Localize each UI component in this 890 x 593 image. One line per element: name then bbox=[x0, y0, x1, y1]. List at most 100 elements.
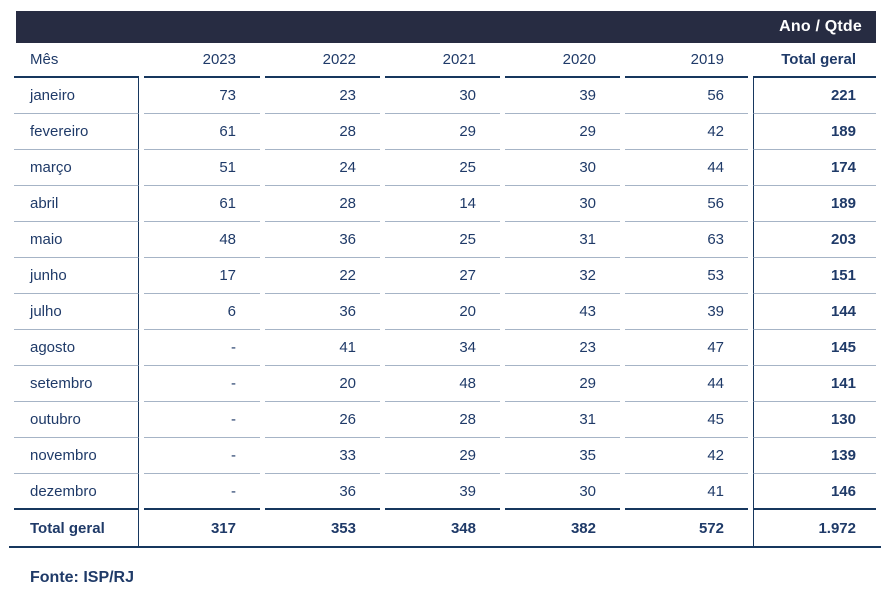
row-total-cell: 144 bbox=[753, 294, 876, 330]
data-table: Mês 2023 2022 2021 2020 2019 Total geral… bbox=[9, 43, 881, 548]
value-cell: 73 bbox=[144, 78, 260, 114]
row-total-cell: 189 bbox=[753, 186, 876, 222]
value-cell: 39 bbox=[625, 294, 748, 330]
value-cell: 45 bbox=[625, 402, 748, 438]
table-title-bar: Ano / Qtde bbox=[16, 11, 876, 43]
value-cell: 28 bbox=[385, 402, 500, 438]
value-cell: 30 bbox=[385, 78, 500, 114]
value-cell: - bbox=[144, 402, 260, 438]
value-cell: 28 bbox=[265, 186, 380, 222]
corner-label: Ano / Qtde bbox=[779, 18, 862, 35]
grand-total-row: Total geral 317 353 348 382 572 1.972 bbox=[14, 510, 876, 546]
value-cell: 31 bbox=[505, 402, 620, 438]
row-total-cell: 130 bbox=[753, 402, 876, 438]
value-cell: 25 bbox=[385, 150, 500, 186]
table-row: agosto -41 34 23 47 145 bbox=[14, 330, 876, 366]
table-row: novembro -33 29 35 42 139 bbox=[14, 438, 876, 474]
value-cell: - bbox=[144, 474, 260, 510]
month-cell: outubro bbox=[14, 402, 139, 438]
column-header-mes: Mês bbox=[14, 43, 139, 78]
value-cell: 53 bbox=[625, 258, 748, 294]
value-cell: 34 bbox=[385, 330, 500, 366]
value-cell: 63 bbox=[625, 222, 748, 258]
grand-total-2021: 348 bbox=[450, 519, 476, 537]
table-row: outubro -26 28 31 45 130 bbox=[14, 402, 876, 438]
row-total-cell: 203 bbox=[753, 222, 876, 258]
value-cell: 44 bbox=[625, 150, 748, 186]
value-cell: 51 bbox=[144, 150, 260, 186]
value-cell: 48 bbox=[385, 366, 500, 402]
row-total-cell: 221 bbox=[753, 78, 876, 114]
month-cell: maio bbox=[14, 222, 139, 258]
column-header-2023: 2023 bbox=[144, 43, 260, 78]
table-body: janeiro 73 23 30 39 56 221 fevereiro 61 28 29 29 42 1… bbox=[14, 78, 876, 510]
row-total-cell: 139 bbox=[753, 438, 876, 474]
grand-total-label: Total geral bbox=[14, 510, 139, 546]
row-total-cell: 145 bbox=[753, 330, 876, 366]
column-header-2020: 2020 bbox=[505, 43, 620, 78]
value-cell: 24 bbox=[265, 150, 380, 186]
grand-total-2023: 317 bbox=[210, 519, 236, 537]
value-cell: 36 bbox=[265, 294, 380, 330]
value-cell: 30 bbox=[505, 150, 620, 186]
value-cell: 56 bbox=[625, 78, 748, 114]
value-cell: 41 bbox=[625, 474, 748, 510]
value-cell: 44 bbox=[625, 366, 748, 402]
value-cell: - bbox=[144, 438, 260, 474]
value-cell: 28 bbox=[265, 114, 380, 150]
month-cell: junho bbox=[14, 258, 139, 294]
value-cell: 29 bbox=[505, 366, 620, 402]
column-header-2021: 2021 bbox=[385, 43, 500, 78]
header-row: Mês 2023 2022 2021 2020 2019 Total geral bbox=[14, 43, 876, 78]
month-cell: novembro bbox=[14, 438, 139, 474]
value-cell: 35 bbox=[505, 438, 620, 474]
value-cell: 39 bbox=[385, 474, 500, 510]
column-header-2022: 2022 bbox=[265, 43, 380, 78]
table-row: julho 6 36 20 43 39 144 bbox=[14, 294, 876, 330]
value-cell: 22 bbox=[265, 258, 380, 294]
value-cell: 23 bbox=[265, 78, 380, 114]
month-cell: agosto bbox=[14, 330, 139, 366]
value-cell: 29 bbox=[385, 438, 500, 474]
table-row: junho 17 22 27 32 53 151 bbox=[14, 258, 876, 294]
value-cell: 48 bbox=[144, 222, 260, 258]
value-cell: 23 bbox=[505, 330, 620, 366]
value-cell: - bbox=[144, 330, 260, 366]
column-header-2019: 2019 bbox=[625, 43, 748, 78]
month-cell: janeiro bbox=[14, 78, 139, 114]
row-total-cell: 141 bbox=[753, 366, 876, 402]
month-cell: dezembro bbox=[14, 474, 139, 510]
month-cell: setembro bbox=[14, 366, 139, 402]
value-cell: 42 bbox=[625, 114, 748, 150]
column-header-total: Total geral bbox=[753, 43, 876, 78]
value-cell: 47 bbox=[625, 330, 748, 366]
table-row: abril 61 28 14 30 56 189 bbox=[14, 186, 876, 222]
row-total-cell: 174 bbox=[753, 150, 876, 186]
table-row: março 51 24 25 30 44 174 bbox=[14, 150, 876, 186]
value-cell: 30 bbox=[505, 474, 620, 510]
value-cell: 61 bbox=[144, 186, 260, 222]
grand-total-cell: 1.972 bbox=[753, 510, 876, 546]
row-total-cell: 146 bbox=[753, 474, 876, 510]
value-cell: 41 bbox=[265, 330, 380, 366]
value-cell: 36 bbox=[265, 222, 380, 258]
value-cell: 42 bbox=[625, 438, 748, 474]
grand-total-2020: 382 bbox=[570, 519, 596, 537]
table-row: janeiro 73 23 30 39 56 221 bbox=[14, 78, 876, 114]
month-cell: março bbox=[14, 150, 139, 186]
value-cell: 33 bbox=[265, 438, 380, 474]
value-cell: 32 bbox=[505, 258, 620, 294]
month-cell: julho bbox=[14, 294, 139, 330]
value-cell: 56 bbox=[625, 186, 748, 222]
value-cell: 36 bbox=[265, 474, 380, 510]
value-cell: 26 bbox=[265, 402, 380, 438]
table-row: dezembro -36 39 30 41 146 bbox=[14, 474, 876, 510]
value-cell: 20 bbox=[265, 366, 380, 402]
value-cell: 29 bbox=[505, 114, 620, 150]
grand-total-2022: 353 bbox=[330, 519, 356, 537]
table-row: setembro -20 48 29 44 141 bbox=[14, 366, 876, 402]
value-cell: 20 bbox=[385, 294, 500, 330]
value-cell: 61 bbox=[144, 114, 260, 150]
value-cell: 39 bbox=[505, 78, 620, 114]
